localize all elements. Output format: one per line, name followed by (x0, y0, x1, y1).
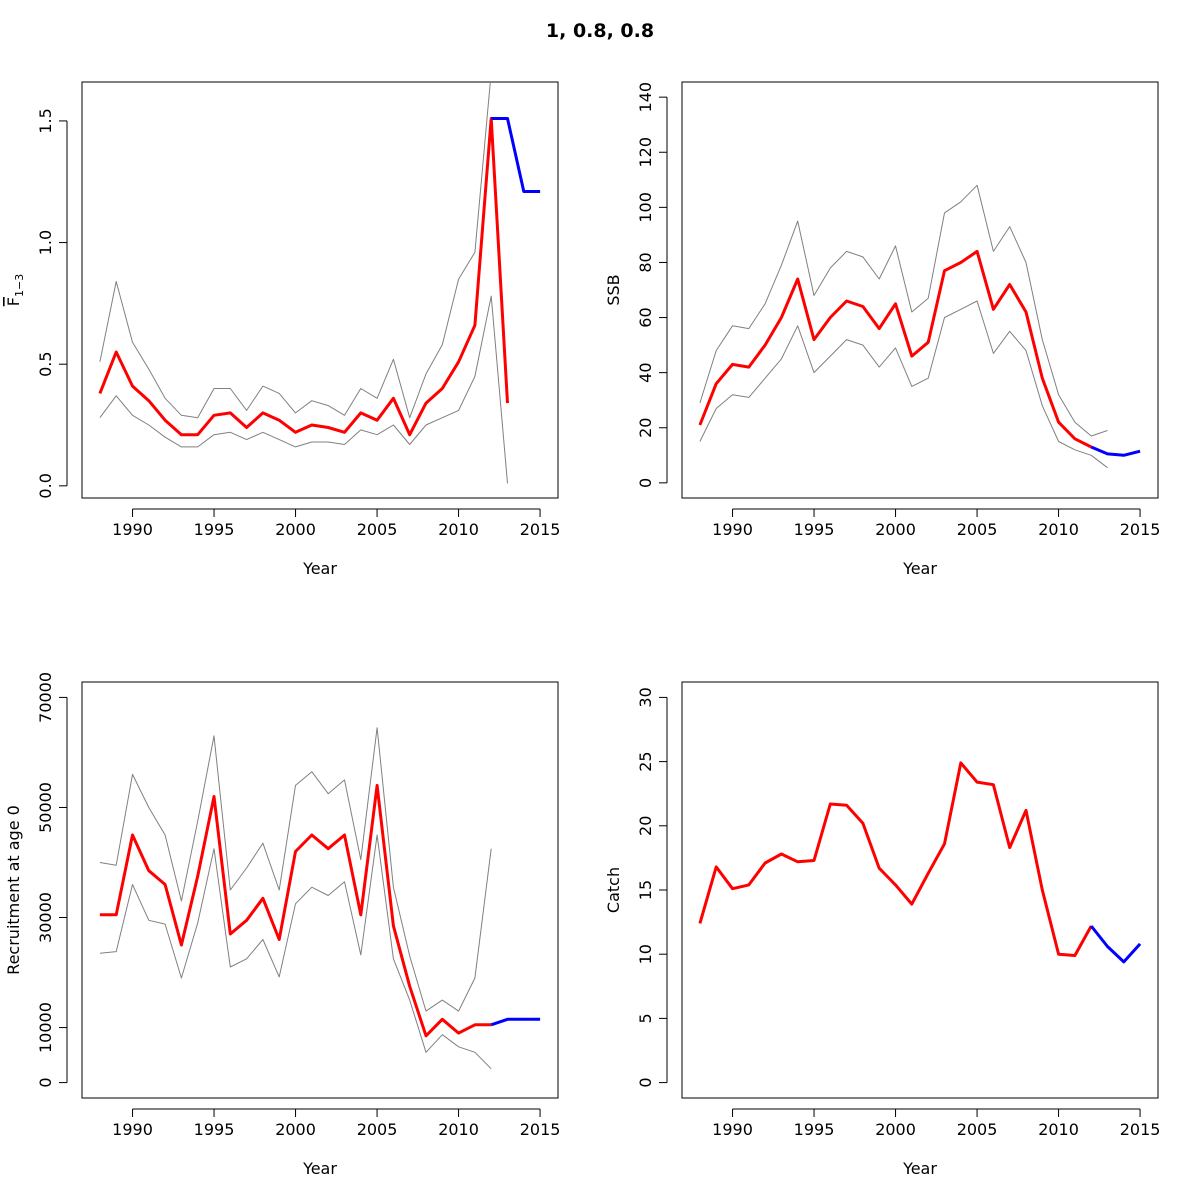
ssb-panel: 1990 1995 2000 2005 2010 2015 Year 0 20 40 60 80 100… (604, 81, 1161, 578)
fbar-x-tick-label: 1995 (194, 520, 235, 539)
recruitment-x-tick-label: 2015 (520, 1120, 561, 1139)
recruitment-y-tick-label: 10000 (36, 1002, 55, 1053)
recruitment-x-tick-label: 2010 (438, 1120, 479, 1139)
recruitment-x-tick-label: 2000 (275, 1120, 316, 1139)
ssb-x-tick-label: 2005 (957, 520, 998, 539)
catch-x-tick-label: 1990 (712, 1120, 753, 1139)
catch-y-tick-label: 5 (636, 1013, 655, 1023)
ssb-y-tick-label: 60 (636, 307, 655, 327)
ssb-y-tick-label: 80 (636, 252, 655, 272)
ssb-x-tick-label: 2000 (875, 520, 916, 539)
recruitment-y-tick-label: 70000 (36, 672, 55, 723)
catch-y-tick-label: 10 (636, 944, 655, 964)
fbar-y-axis-title: F1−3 (4, 274, 26, 306)
recruitment-x-tick-label: 1990 (112, 1120, 153, 1139)
fbar-y-tick-label: 1.5 (36, 108, 55, 133)
catch-x-tick-label: 2010 (1038, 1120, 1079, 1139)
catch-y-tick-label: 15 (636, 880, 655, 900)
catch-plot-frame (681, 681, 1159, 1099)
catch-y-tick-label: 20 (636, 816, 655, 836)
catch-y-tick-label: 0 (636, 1077, 655, 1087)
fbar-series-estimate (98, 117, 509, 437)
page-title: 1, 0.8, 0.8 (545, 20, 655, 42)
recruitment-x-tick-label: 1995 (194, 1120, 235, 1139)
catch-series-forecast (1090, 925, 1142, 964)
fbar-plot-frame (81, 81, 559, 499)
recruitment-series-lower (99, 834, 492, 1070)
fbar-x-tick-label: 2015 (520, 520, 561, 539)
recruitment-y-tick-label: 30000 (36, 892, 55, 943)
ssb-series-lower (699, 300, 1108, 469)
catch-x-tick-label: 2005 (957, 1120, 998, 1139)
fbar-series-forecast (491, 117, 541, 193)
ssb-y-tick-label: 40 (636, 362, 655, 382)
ssb-y-tick-label: 100 (636, 192, 655, 223)
catch-y-tick-label: 25 (636, 751, 655, 771)
recruitment-x-tick-label: 2005 (357, 1120, 398, 1139)
fbar-panel: 1990 1995 2000 2005 2010 2015 Year 0.0 0.5 1.0 1.5… (4, 81, 561, 578)
ssb-series-estimate (698, 249, 1092, 449)
ssb-x-tick-label: 1990 (712, 520, 753, 539)
recruitment-y-axis-title: Recruitment at age 0 (4, 805, 23, 975)
catch-y-axis-title: Catch (604, 867, 623, 913)
ssb-x-axis-title: Year (902, 559, 937, 578)
fbar-x-tick-label: 2005 (357, 520, 398, 539)
catch-x-axis-title: Year (902, 1159, 937, 1178)
fbar-x-tick-label: 1990 (112, 520, 153, 539)
catch-x-tick-label: 2015 (1120, 1120, 1161, 1139)
fbar-y-tick-label: 0.5 (36, 351, 55, 376)
catch-y-tick-label: 30 (636, 687, 655, 707)
fbar-y-tick-label: 0.0 (36, 473, 55, 498)
fbar-symbol: F (4, 297, 23, 306)
fbar-series-lower (99, 295, 508, 484)
ssb-x-tick-label: 1995 (794, 520, 835, 539)
fbar-x-tick-label: 2000 (275, 520, 316, 539)
catch-x-tick-label: 1995 (794, 1120, 835, 1139)
catch-x-tick-label: 2000 (875, 1120, 916, 1139)
fbar-y-tick-label: 1.0 (36, 230, 55, 255)
ssb-series-upper (699, 184, 1108, 437)
fbar-series-upper (99, 82, 491, 419)
catch-panel: 1990 1995 2000 2005 2010 2015 Year 0 5 10 15 20 25 30… (604, 681, 1161, 1178)
catch-series-estimate (698, 761, 1093, 957)
recruitment-y-tick-label: 50000 (36, 782, 55, 833)
ssb-y-tick-label: 20 (636, 418, 655, 438)
fbar-x-axis-title: Year (302, 559, 337, 578)
ssb-y-tick-label: 120 (636, 137, 655, 168)
recruitment-y-tick-label: 0 (36, 1077, 55, 1087)
ssb-y-tick-label: 0 (636, 478, 655, 488)
fbar-age-range: 1−3 (13, 274, 26, 297)
recruitment-x-axis-title: Year (302, 1159, 337, 1178)
ssb-series-forecast (1090, 445, 1141, 457)
ssb-x-tick-label: 2010 (1038, 520, 1079, 539)
ssb-y-axis-title: SSB (604, 274, 623, 305)
ssb-y-tick-label: 140 (636, 82, 655, 113)
ssb-x-tick-label: 2015 (1120, 520, 1161, 539)
recruitment-series-upper (99, 727, 492, 1012)
ssb-plot-frame (681, 81, 1159, 499)
recruitment-series-forecast (490, 1017, 541, 1027)
recruitment-panel: 1990 1995 2000 2005 2010 2015 Year 0 10000 30000 5… (4, 672, 560, 1178)
recruitment-series-estimate (99, 783, 492, 1038)
fbar-x-tick-label: 2010 (438, 520, 479, 539)
recruitment-plot-frame (81, 681, 559, 1099)
